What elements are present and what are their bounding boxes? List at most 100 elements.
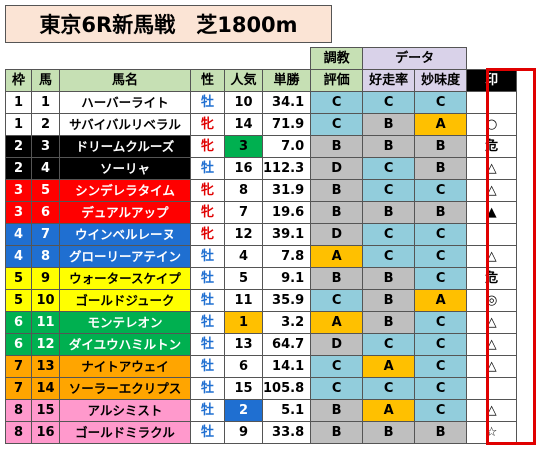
table-row[interactable]: 1 1 ハーバーライト牡 10 34.1 C C C	[5, 91, 518, 114]
kosoritsu-cell: C	[362, 91, 416, 114]
header-row: 枠 馬 馬名 性 人気 単勝 評価 好走率 妙味度 印	[5, 69, 518, 92]
hyoka-cell: B	[310, 421, 364, 444]
sex-cell: 牡	[190, 289, 225, 312]
header-group-row: 調教 データ	[5, 47, 517, 70]
hyoka-cell: B	[310, 399, 364, 422]
waku-cell: 7	[5, 355, 32, 378]
horse-name: ソーラーエクリプス	[59, 377, 191, 400]
kosoritsu-cell: C	[362, 377, 416, 400]
odds-cell: 5.1	[261, 399, 312, 422]
sex-cell: 牝	[190, 135, 225, 158]
uma-cell: 12	[31, 333, 60, 356]
popularity-cell: 16	[224, 157, 263, 180]
table-row[interactable]: 3 5 シンデレラタイム牝 8 31.9 B C C △	[5, 179, 518, 202]
waku-cell: 1	[5, 91, 32, 114]
myosodo-cell: C	[414, 179, 468, 202]
kosoritsu-cell: C	[362, 223, 416, 246]
odds-cell: 35.9	[261, 289, 312, 312]
sex-cell: 牡	[190, 377, 225, 400]
hyoka-cell: C	[310, 377, 364, 400]
waku-cell: 5	[5, 289, 32, 312]
sex-cell: 牝	[190, 201, 225, 224]
popularity-cell: 9	[224, 421, 263, 444]
uma-cell: 13	[31, 355, 60, 378]
sex-cell: 牡	[190, 421, 225, 444]
myosodo-cell: C	[414, 311, 468, 334]
kosoritsu-cell: B	[362, 201, 416, 224]
col-tansho: 単勝	[261, 69, 312, 92]
kosoritsu-cell: A	[362, 399, 416, 422]
table-row[interactable]: 2 3 ドリームクルーズ牝 3 7.0 B B B 危	[5, 135, 518, 158]
kosoritsu-cell: B	[362, 289, 416, 312]
hyoka-cell: C	[310, 355, 364, 378]
popularity-cell: 11	[224, 289, 263, 312]
kosoritsu-cell: B	[362, 421, 416, 444]
table-row[interactable]: 2 4 ソーリャ牡 16 112.3 D C B △	[5, 157, 518, 180]
mark-cell: △	[466, 311, 518, 334]
table-row[interactable]: 4 8 グローリーアテイン牡 4 7.8 A C C △	[5, 245, 518, 268]
table-row[interactable]: 4 7 ウインベルレーヌ牝 12 39.1 D C C	[5, 223, 518, 246]
myosodo-cell: B	[414, 421, 468, 444]
hyoka-cell: C	[310, 91, 364, 114]
popularity-cell: 4	[224, 245, 263, 268]
odds-cell: 3.2	[261, 311, 312, 334]
kosoritsu-cell: C	[362, 245, 416, 268]
kosoritsu-cell: A	[362, 355, 416, 378]
myosodo-cell: B	[414, 201, 468, 224]
col-myosodo: 妙味度	[414, 69, 468, 92]
popularity-cell: 2	[224, 399, 263, 422]
uma-cell: 11	[31, 311, 60, 334]
waku-cell: 8	[5, 421, 32, 444]
group-data-header: データ	[362, 47, 468, 70]
mark-cell: ☆	[466, 421, 518, 444]
kosoritsu-cell: C	[362, 157, 416, 180]
myosodo-cell: C	[414, 333, 468, 356]
mark-cell: 危	[466, 267, 518, 290]
horse-name: モンテレオン	[59, 311, 191, 334]
sex-cell: 牡	[190, 91, 225, 114]
uma-cell: 16	[31, 421, 60, 444]
hyoka-cell: D	[310, 157, 364, 180]
uma-cell: 4	[31, 157, 60, 180]
kosoritsu-cell: B	[362, 135, 416, 158]
table-row[interactable]: 8 15 アルシミスト牡 2 5.1 B A C △	[5, 399, 518, 422]
sex-cell: 牝	[190, 179, 225, 202]
myosodo-cell: B	[414, 135, 468, 158]
sex-cell: 牡	[190, 355, 225, 378]
odds-cell: 31.9	[261, 179, 312, 202]
mark-cell: ◎	[466, 289, 518, 312]
table-row[interactable]: 3 6 デュアルアップ牝 7 19.6 B B B ▲	[5, 201, 518, 224]
myosodo-cell: C	[414, 355, 468, 378]
table-row[interactable]: 6 11 モンテレオン牡 1 3.2 A B C △	[5, 311, 518, 334]
horse-name: ゴールドミラクル	[59, 421, 191, 444]
waku-cell: 2	[5, 135, 32, 158]
kosoritsu-cell: C	[362, 333, 416, 356]
hyoka-cell: B	[310, 135, 364, 158]
mark-cell: ▲	[466, 201, 518, 224]
mark-cell: △	[466, 399, 518, 422]
horse-name: シンデレラタイム	[59, 179, 191, 202]
table-row[interactable]: 7 14 ソーラーエクリプス牡 15 105.8 C C C	[5, 377, 518, 400]
sex-cell: 牝	[190, 113, 225, 136]
hyoka-cell: B	[310, 267, 364, 290]
popularity-cell: 5	[224, 267, 263, 290]
table-row[interactable]: 7 13 ナイトアウェイ牡 6 14.1 C A C △	[5, 355, 518, 378]
myosodo-cell: C	[414, 377, 468, 400]
uma-cell: 14	[31, 377, 60, 400]
table-row[interactable]: 5 9 ウォータースケイプ牡 5 9.1 B B C 危	[5, 267, 518, 290]
col-bamei: 馬名	[59, 69, 191, 92]
uma-cell: 9	[31, 267, 60, 290]
table-row[interactable]: 8 16 ゴールドミラクル牡 9 33.8 B B B ☆	[5, 421, 518, 444]
odds-cell: 71.9	[261, 113, 312, 136]
hyoka-cell: C	[310, 289, 364, 312]
odds-cell: 64.7	[261, 333, 312, 356]
table-row[interactable]: 6 12 ダイユウハミルトン牡 13 64.7 D C C △	[5, 333, 518, 356]
waku-cell: 8	[5, 399, 32, 422]
popularity-cell: 7	[224, 201, 263, 224]
table-row[interactable]: 5 10 ゴールドジューク牡 11 35.9 C B A ◎	[5, 289, 518, 312]
popularity-cell: 6	[224, 355, 263, 378]
hyoka-cell: A	[310, 245, 364, 268]
sex-cell: 牡	[190, 333, 225, 356]
mark-cell: ○	[466, 113, 518, 136]
table-row[interactable]: 1 2 サバイバルリベラル牝 14 71.9 C B A ○	[5, 113, 518, 136]
